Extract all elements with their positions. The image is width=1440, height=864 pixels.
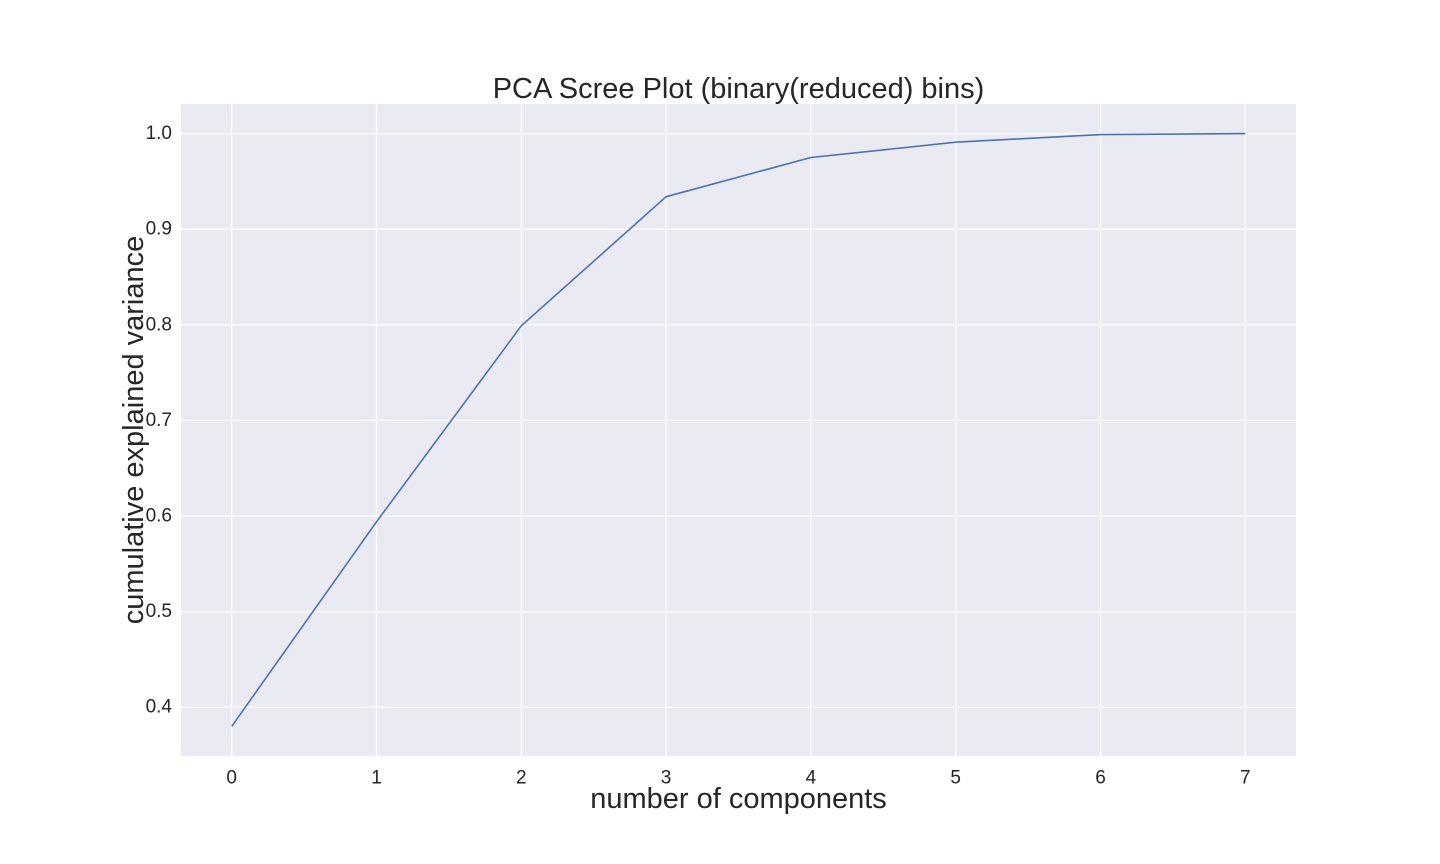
y-tick-label: 0.4 bbox=[146, 697, 173, 718]
x-tick-label: 6 bbox=[1095, 768, 1106, 789]
y-tick-label: 0.8 bbox=[146, 314, 172, 335]
x-tick-label: 7 bbox=[1240, 768, 1251, 789]
x-tick-label: 2 bbox=[516, 768, 527, 789]
y-tick-label: 1.0 bbox=[146, 123, 172, 144]
chart-title: PCA Scree Plot (binary(reduced) bins) bbox=[493, 73, 985, 105]
y-tick-label: 0.9 bbox=[146, 219, 172, 240]
y-axis-title: cumulative explained variance bbox=[118, 236, 150, 625]
x-tick-label: 4 bbox=[806, 768, 817, 789]
x-axis-title: number of components bbox=[590, 783, 887, 815]
x-tick-label: 0 bbox=[226, 768, 237, 789]
y-tick-label: 0.7 bbox=[146, 410, 172, 431]
series-layer bbox=[231, 132, 1246, 727]
grid-lines bbox=[181, 104, 1296, 756]
y-tick-labels: 0.4 0.5 0.6 0.7 0.8 0.9 1.0 bbox=[146, 123, 173, 718]
series-line bbox=[231, 132, 1246, 727]
plot-background bbox=[181, 104, 1296, 756]
x-tick-label: 5 bbox=[950, 768, 961, 789]
y-tick-label: 0.5 bbox=[146, 601, 172, 622]
y-tick-label: 0.6 bbox=[146, 506, 172, 527]
x-tick-labels: 0 1 2 3 4 5 6 7 bbox=[226, 768, 1250, 789]
x-tick-label: 1 bbox=[371, 768, 382, 789]
x-tick-label: 3 bbox=[661, 768, 672, 789]
